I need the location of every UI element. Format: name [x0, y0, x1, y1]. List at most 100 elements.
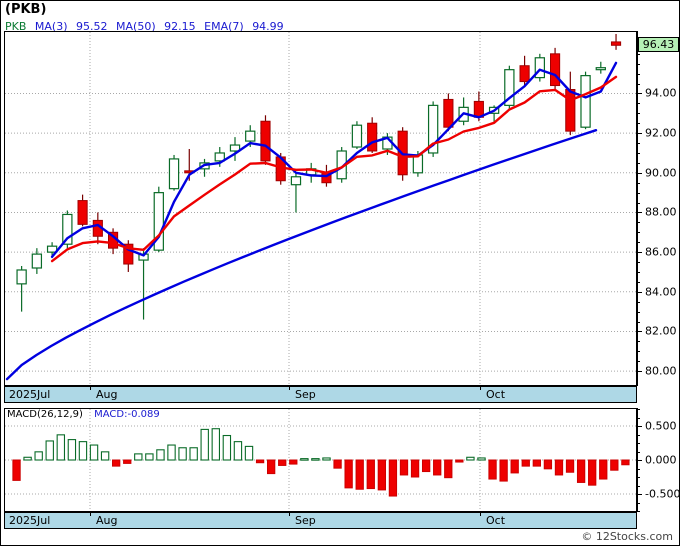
- macd-histogram-bar: [178, 447, 187, 461]
- price-axis: 94.00 92.00 90.00 88.00 86.00 84.00 82.00 80.00: [637, 31, 679, 386]
- price-minor-tick: [637, 123, 640, 125]
- date-axis-label: Aug: [96, 514, 118, 527]
- macd-histogram-bar: [444, 459, 453, 479]
- macd-axis: 0.500 0.000 -0.500: [637, 408, 680, 512]
- macd-histogram-bar: [89, 444, 99, 461]
- macd-histogram-bar: [278, 459, 287, 466]
- legend-ma3-label: MA(3): [34, 20, 68, 33]
- price-minor-tick: [637, 252, 640, 254]
- price-minor-tick: [637, 202, 640, 204]
- price-minor-tick: [637, 311, 640, 313]
- date-axis-tick: [480, 387, 481, 390]
- price-minor-tick: [637, 361, 640, 363]
- macd-histogram-bar: [399, 459, 409, 476]
- date-axis-label: Oct: [486, 514, 506, 527]
- macd-histogram-bar: [499, 459, 508, 482]
- macd-histogram-bar: [311, 458, 320, 461]
- candlestick: [565, 71, 576, 136]
- price-tick-label: 90.00: [645, 166, 677, 180]
- legend-ma50-value: 92.15: [164, 20, 196, 33]
- macd-histogram-bar: [410, 459, 420, 478]
- date-axis-label: Oct: [486, 388, 506, 401]
- macd-histogram-bar: [78, 441, 88, 461]
- candlestick: [290, 172, 302, 213]
- macd-histogram-bar: [610, 459, 619, 471]
- date-axis-tick: [90, 387, 91, 390]
- price-minor-tick: [637, 321, 640, 323]
- price-minor-tick: [637, 212, 640, 214]
- macd-histogram-bar: [576, 459, 586, 483]
- macd-histogram-bar: [455, 459, 464, 463]
- price-minor-tick: [637, 291, 640, 293]
- macd-histogram-bar: [599, 459, 608, 480]
- price-chart-panel: [4, 31, 637, 386]
- candlestick: [260, 115, 271, 165]
- price-minor-tick: [637, 271, 640, 273]
- price-tick-label: 80.00: [645, 364, 677, 378]
- legend-ma3-value: 95.52: [76, 20, 108, 33]
- date-axis-label: Sep: [295, 388, 316, 401]
- price-plot-area: [5, 32, 636, 385]
- macd-histogram-bar: [421, 459, 431, 473]
- price-tick-label: 92.00: [645, 126, 677, 140]
- macd-plot-area: [5, 409, 636, 511]
- indicator-legend: PKB MA(3) 95.52 MA(50) 92.15 EMA(7) 94.9…: [5, 20, 289, 33]
- date-axis-tick: [90, 513, 91, 516]
- macd-legend: MACD(26,12,9) MACD:-0.089: [7, 409, 160, 420]
- candlestick: [16, 266, 27, 312]
- macd-chart-panel: [4, 408, 637, 512]
- price-minor-tick: [637, 152, 640, 154]
- candlestick: [351, 121, 363, 150]
- macd-histogram-bar: [554, 459, 564, 476]
- macd-histogram-bar: [377, 459, 387, 491]
- macd-histogram-bar: [211, 428, 221, 461]
- candlestick: [62, 210, 73, 249]
- macd-histogram-bar: [134, 453, 143, 461]
- price-tick-label: 86.00: [645, 245, 677, 259]
- price-tick-label: 94.00: [645, 86, 677, 100]
- candlestick: [306, 162, 317, 183]
- macd-minor-tick: [637, 468, 640, 470]
- macd-minor-tick: [637, 451, 640, 453]
- macd-histogram-bar: [12, 459, 21, 481]
- macd-histogram-bar: [488, 459, 497, 480]
- page-title: (PKB): [5, 2, 47, 17]
- macd-legend-value: MACD:-0.089: [94, 409, 160, 420]
- price-tick-label: 88.00: [645, 205, 677, 219]
- date-axis-label: Aug: [96, 388, 118, 401]
- macd-histogram-bar: [588, 459, 597, 486]
- date-axis-label: Sep: [295, 514, 316, 527]
- date-axis-top: 2025Jul Aug Sep Oct: [4, 386, 637, 403]
- macd-histogram-bar: [189, 447, 198, 461]
- candlestick: [77, 194, 88, 227]
- candlestick: [443, 93, 454, 132]
- price-minor-tick: [637, 232, 640, 234]
- macd-histogram-bar: [266, 459, 276, 475]
- macd-tick-label: -0.500: [645, 487, 680, 501]
- price-tick-label: 84.00: [645, 285, 677, 299]
- macd-histogram-bar: [123, 459, 132, 464]
- date-axis-label: 2025Jul: [9, 388, 51, 401]
- macd-histogram-bar: [510, 459, 519, 474]
- macd-minor-tick: [637, 502, 640, 504]
- macd-histogram-bar: [433, 459, 442, 476]
- price-minor-tick: [637, 83, 640, 85]
- price-minor-tick: [637, 63, 640, 65]
- price-minor-tick: [637, 351, 640, 353]
- macd-histogram-bar: [565, 459, 575, 473]
- macd-histogram-bar: [543, 459, 553, 470]
- candlestick: [427, 101, 439, 157]
- candlestick: [367, 117, 378, 153]
- price-minor-tick: [637, 162, 640, 164]
- macd-histogram-bar: [112, 459, 121, 467]
- candlestick: [31, 248, 43, 274]
- macd-minor-tick: [637, 494, 640, 495]
- price-minor-tick: [637, 53, 640, 55]
- macd-histogram-bar: [333, 459, 342, 469]
- macd-minor-tick: [637, 485, 640, 487]
- macd-histogram-bar: [45, 440, 54, 461]
- candlestick: [107, 228, 119, 255]
- macd-histogram-bar: [521, 459, 530, 467]
- price-minor-tick: [637, 113, 640, 115]
